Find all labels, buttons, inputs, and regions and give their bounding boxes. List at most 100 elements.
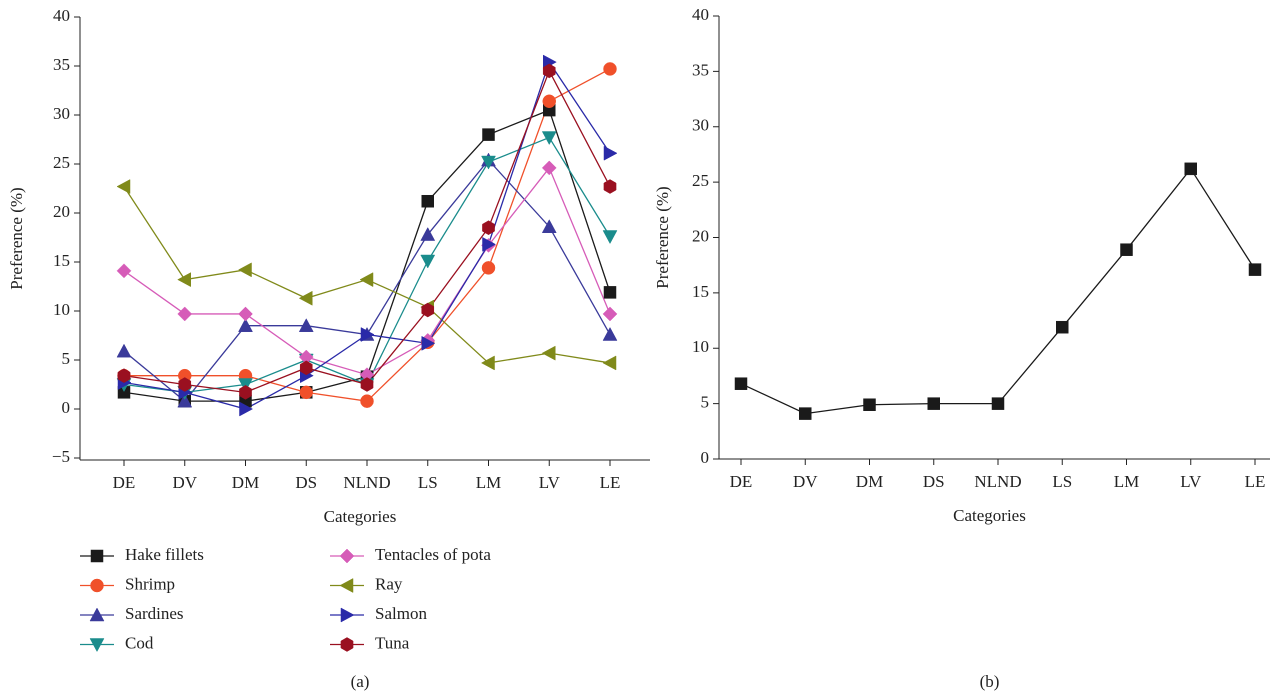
marker bbox=[734, 377, 748, 390]
legend-label: Shrimp bbox=[125, 574, 175, 593]
marker bbox=[116, 343, 132, 358]
legend-label: Cod bbox=[125, 633, 154, 652]
marker bbox=[1120, 243, 1133, 256]
marker bbox=[238, 318, 253, 332]
marker bbox=[603, 286, 617, 299]
x-tick-label: DM bbox=[232, 473, 259, 492]
legend-label: Tuna bbox=[375, 633, 410, 652]
y-tick-label: 35 bbox=[692, 60, 709, 79]
legend-label: Hake fillets bbox=[125, 545, 204, 564]
x-tick-label: NLND bbox=[974, 472, 1021, 491]
marker bbox=[541, 131, 557, 146]
y-tick-label: 5 bbox=[62, 349, 71, 368]
y-tick-label: 25 bbox=[53, 153, 70, 172]
marker bbox=[177, 393, 193, 408]
y-tick-label: 15 bbox=[53, 251, 70, 270]
x-tick-label: DE bbox=[113, 473, 136, 492]
x-tick-label: LE bbox=[600, 473, 621, 492]
x-tick-label: DS bbox=[923, 472, 945, 491]
y-axis-label: Preference (%) bbox=[7, 187, 26, 289]
y-tick-label: 10 bbox=[692, 337, 709, 356]
series-line bbox=[124, 68, 611, 402]
x-tick-label: DV bbox=[172, 473, 197, 492]
marker bbox=[602, 355, 617, 371]
x-tick-label: LM bbox=[1114, 472, 1140, 491]
x-tick-label: LE bbox=[1245, 472, 1266, 491]
x-tick-label: NLND bbox=[343, 473, 390, 492]
legend-label: Tentacles of pota bbox=[375, 545, 491, 564]
marker bbox=[799, 407, 812, 420]
y-tick-label: 0 bbox=[62, 398, 71, 417]
marker bbox=[602, 306, 618, 322]
x-tick-label: LS bbox=[418, 473, 438, 492]
marker bbox=[90, 578, 104, 593]
marker bbox=[116, 263, 132, 279]
marker bbox=[482, 236, 497, 252]
y-tick-label: 10 bbox=[53, 300, 70, 319]
caption: (b) bbox=[980, 672, 1000, 691]
y-axis-label: Preference (%) bbox=[653, 186, 672, 288]
marker bbox=[89, 607, 105, 622]
x-tick-label: DS bbox=[295, 473, 317, 492]
y-tick-label: 5 bbox=[701, 393, 710, 412]
marker bbox=[239, 385, 252, 400]
marker bbox=[339, 578, 354, 593]
series-line bbox=[123, 60, 611, 410]
x-tick-label: DE bbox=[730, 472, 753, 491]
marker bbox=[481, 155, 496, 170]
marker bbox=[238, 378, 253, 393]
series-line bbox=[123, 166, 611, 376]
marker bbox=[480, 355, 495, 371]
marker bbox=[116, 179, 131, 194]
marker bbox=[238, 306, 253, 322]
marker bbox=[237, 262, 252, 278]
marker bbox=[541, 219, 557, 233]
marker bbox=[542, 94, 556, 109]
y-tick-label: 35 bbox=[53, 55, 70, 74]
x-tick-label: DM bbox=[856, 472, 883, 491]
marker bbox=[602, 230, 618, 245]
series-line bbox=[740, 167, 1256, 415]
y-tick-label: 20 bbox=[692, 226, 709, 245]
marker bbox=[421, 194, 434, 208]
marker bbox=[117, 368, 131, 383]
series-line bbox=[123, 69, 611, 394]
series-line bbox=[123, 109, 611, 402]
marker bbox=[177, 272, 191, 288]
marker bbox=[927, 397, 940, 410]
marker bbox=[239, 401, 254, 417]
marker bbox=[420, 254, 436, 269]
marker bbox=[299, 385, 313, 400]
marker bbox=[541, 345, 556, 361]
x-tick-label: LS bbox=[1052, 472, 1072, 491]
marker bbox=[421, 302, 435, 318]
y-tick-label: 25 bbox=[692, 171, 709, 190]
marker bbox=[298, 318, 314, 332]
marker bbox=[90, 549, 104, 563]
x-axis-label: Categories bbox=[953, 506, 1026, 525]
marker bbox=[340, 607, 355, 623]
marker bbox=[421, 335, 436, 351]
marker bbox=[1248, 263, 1262, 276]
y-tick-label: 40 bbox=[692, 5, 709, 24]
marker bbox=[339, 548, 355, 564]
series-line bbox=[123, 136, 611, 393]
marker bbox=[299, 360, 313, 376]
x-tick-label: LV bbox=[1180, 472, 1202, 491]
marker bbox=[603, 62, 617, 76]
marker bbox=[360, 394, 374, 408]
legend-label: Ray bbox=[375, 574, 403, 593]
marker bbox=[298, 290, 313, 306]
caption: (a) bbox=[351, 672, 370, 691]
legend-label: Salmon bbox=[375, 604, 427, 623]
y-tick-label: 30 bbox=[53, 104, 70, 123]
marker bbox=[360, 327, 375, 342]
marker bbox=[991, 397, 1005, 410]
marker bbox=[863, 398, 876, 411]
marker bbox=[360, 377, 374, 392]
x-tick-label: LM bbox=[476, 473, 502, 492]
marker bbox=[1056, 320, 1069, 334]
y-tick-label: 40 bbox=[53, 6, 70, 25]
